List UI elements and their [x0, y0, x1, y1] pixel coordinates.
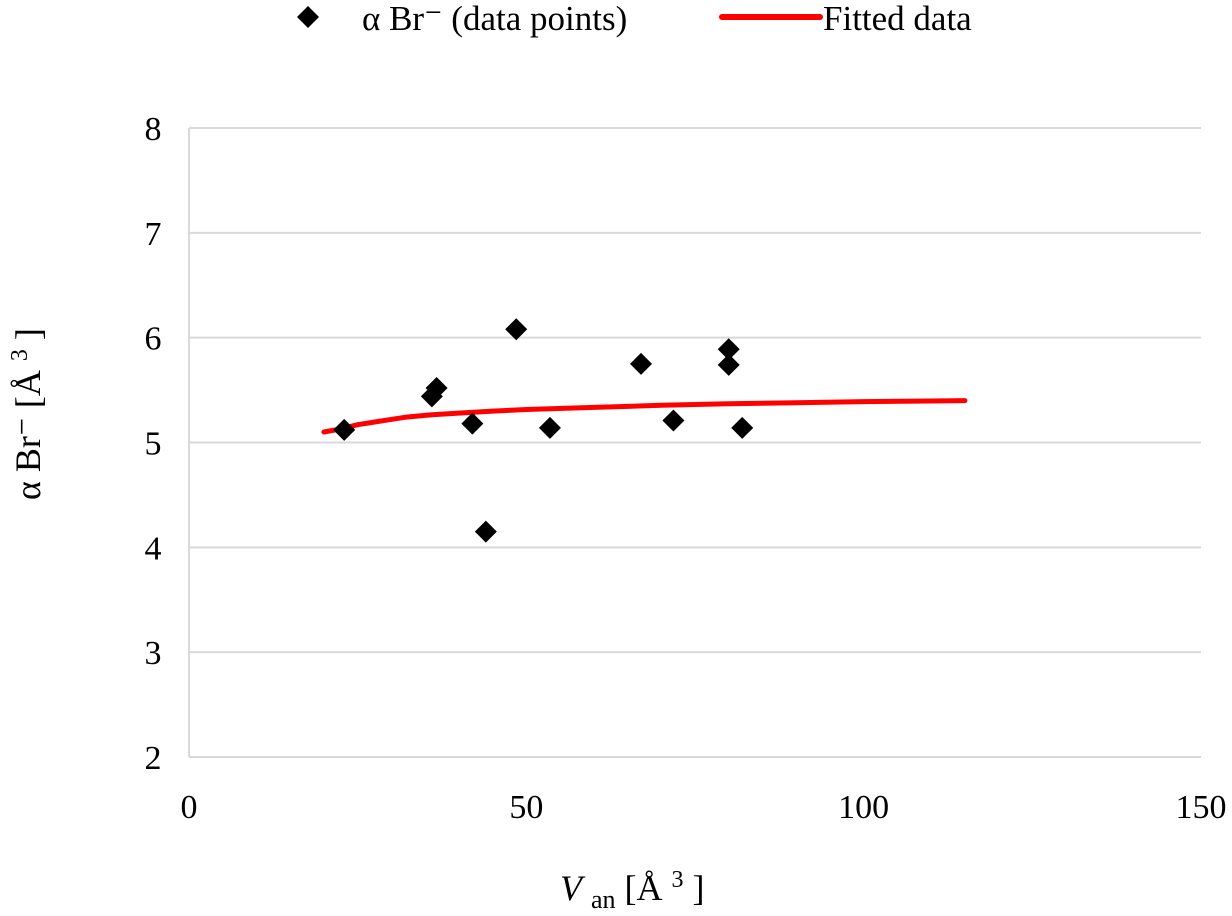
- y-tick-label: 2: [145, 740, 162, 777]
- data-point-diamond: [731, 416, 754, 439]
- x-tick-label: 0: [181, 789, 198, 826]
- y-axis-title-unit: [Å: [8, 370, 48, 408]
- y-tick-label: 8: [145, 111, 162, 148]
- data-point-diamond: [717, 338, 740, 361]
- x-tick-labels: 0 50 100 150: [181, 789, 1227, 826]
- y-tick-labels: 2 3 4 5 6 7 8: [145, 111, 162, 777]
- x-tick-label: 150: [1176, 789, 1227, 826]
- data-point-diamond: [505, 318, 528, 341]
- points-layer: [333, 318, 754, 543]
- fit-layer: [321, 398, 968, 435]
- y-tick-label: 5: [145, 426, 162, 463]
- legend-label-fitted: Fitted data: [823, 0, 972, 38]
- data-point-diamond: [461, 412, 484, 435]
- x-axis-title: V an [Å 3 ]: [560, 855, 705, 916]
- data-point-diamond: [425, 376, 448, 399]
- data-point-diamond: [538, 416, 561, 439]
- legend: α Br⁻ (data points) Fitted data: [297, 0, 972, 38]
- legend-item-data-points: α Br⁻ (data points): [297, 0, 627, 38]
- y-axis-title-main: α Br⁻: [8, 408, 48, 500]
- y-tick-label: 6: [145, 321, 162, 358]
- x-tick-label: 100: [838, 789, 889, 826]
- data-point-diamond: [662, 409, 685, 432]
- x-axis-title-unit: [Å: [625, 868, 663, 908]
- data-point-diamond: [630, 352, 653, 375]
- data-point-diamond: [333, 418, 356, 441]
- data-point-diamond: [474, 520, 497, 543]
- y-axis-title-unit-sup: 3: [7, 349, 33, 361]
- x-axis-title-main: V: [560, 868, 586, 908]
- legend-label-data-points: α Br⁻ (data points): [362, 0, 627, 38]
- fitted-data-line: [321, 398, 968, 435]
- y-tick-label: 3: [145, 635, 162, 672]
- data-point-diamond: [717, 353, 740, 376]
- y-tick-label: 4: [145, 530, 162, 567]
- legend-diamond-marker: [297, 6, 319, 28]
- grid-layer: [188, 127, 1201, 758]
- y-axis-title-unit-close: ]: [8, 328, 48, 340]
- x-axis-title-subscript: an: [591, 885, 616, 914]
- x-axis-title-unit-sup: 3: [672, 867, 684, 893]
- x-tick-label: 50: [509, 789, 543, 826]
- y-axis-title: α Br⁻ [Å 3 ]: [0, 328, 48, 500]
- y-tick-label: 7: [145, 216, 162, 253]
- legend-item-fitted: Fitted data: [719, 0, 972, 38]
- x-axis-title-unit-close: ]: [693, 868, 705, 908]
